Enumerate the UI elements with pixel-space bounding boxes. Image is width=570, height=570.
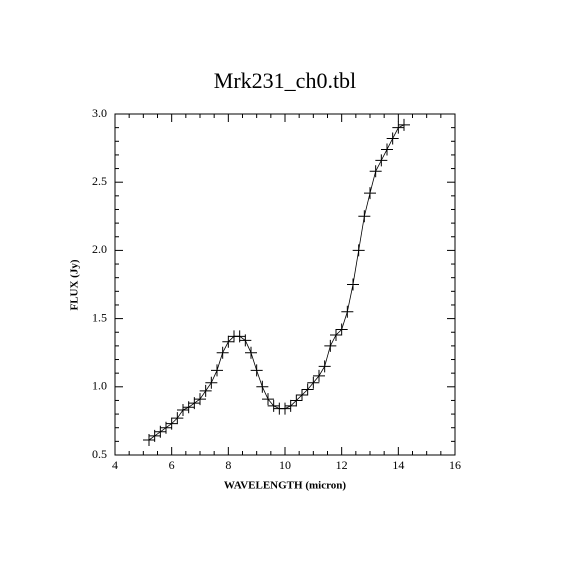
data-point — [239, 334, 252, 347]
data-point — [279, 402, 291, 415]
data-point — [245, 346, 257, 359]
y-tick-label: 0.5 — [92, 447, 107, 461]
data-point — [199, 384, 212, 397]
data-point — [392, 121, 405, 134]
x-tick-label: 6 — [169, 458, 175, 472]
data-point — [256, 380, 269, 393]
data-point — [335, 323, 348, 336]
x-tick-label: 14 — [392, 458, 404, 472]
data-point — [318, 360, 331, 373]
data-point — [262, 393, 274, 406]
data-point — [307, 376, 320, 389]
y-tick-label: 2.5 — [92, 174, 107, 188]
chart-title: Mrk231_ch0.tbl — [214, 68, 356, 93]
data-point — [313, 369, 325, 382]
data-point — [358, 210, 371, 223]
y-axis-label: FLUX (Jy) — [69, 259, 81, 310]
data-point — [284, 399, 297, 412]
data-point — [369, 165, 382, 178]
data-point — [347, 278, 359, 291]
x-axis-label: WAVELENGTH (micron) — [224, 480, 346, 492]
data-point — [165, 417, 178, 430]
data-point — [324, 339, 337, 352]
data-point — [364, 187, 376, 200]
x-tick-label: 8 — [225, 458, 231, 472]
data-point — [330, 328, 342, 341]
data-point — [267, 399, 280, 412]
data-point — [216, 346, 229, 359]
data-point — [177, 403, 189, 416]
data-point — [171, 412, 184, 425]
data-point — [205, 376, 218, 389]
data-point — [296, 388, 308, 401]
data-point — [194, 393, 206, 406]
y-tick-label: 1.0 — [92, 379, 107, 393]
data-point — [250, 364, 263, 377]
y-tick-label: 1.5 — [92, 310, 107, 324]
y-tick-label: 3.0 — [92, 106, 107, 120]
data-point — [211, 364, 223, 377]
x-tick-label: 10 — [279, 458, 291, 472]
x-tick-label: 16 — [449, 458, 461, 472]
data-point — [352, 244, 365, 257]
x-tick-label: 12 — [336, 458, 348, 472]
data-point — [290, 394, 303, 407]
data-point — [386, 132, 399, 145]
data-point — [222, 335, 235, 348]
data-point — [398, 118, 410, 131]
data-point — [341, 305, 354, 318]
y-tick-label: 2.0 — [92, 242, 107, 256]
x-tick-label: 4 — [112, 458, 118, 472]
spectrum-line — [148, 124, 405, 441]
data-point — [381, 143, 393, 156]
data-point — [375, 154, 388, 167]
data-point — [301, 383, 314, 396]
